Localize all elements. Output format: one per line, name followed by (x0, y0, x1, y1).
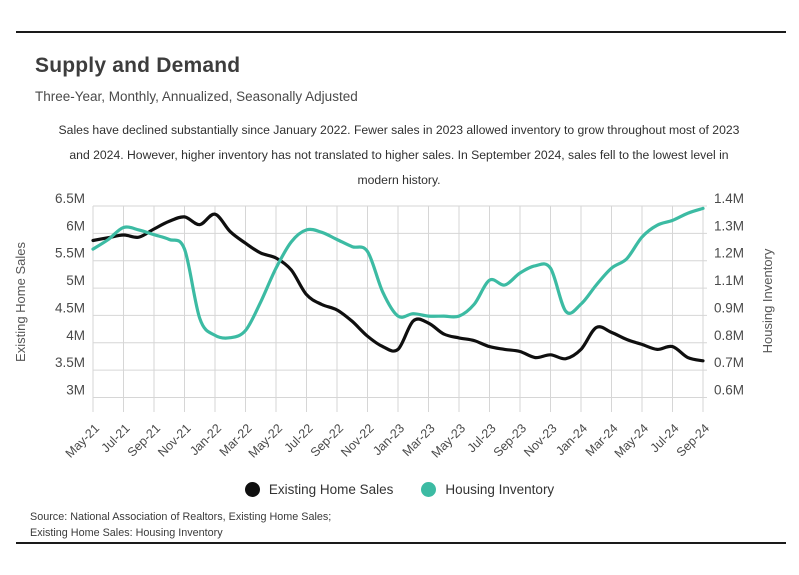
y-axis-tick-label-right: 0.7M (714, 355, 744, 370)
y-axis-tick-label-left: 4M (66, 328, 85, 343)
x-axis-tick-label: May-21 (63, 421, 102, 460)
page-subtitle: Three-Year, Monthly, Annualized, Seasona… (35, 89, 358, 104)
right-axis-title: Housing Inventory (760, 248, 775, 353)
legend-item-existing-home-sales: Existing Home Sales (244, 482, 394, 497)
y-axis-tick-label-right: 0.8M (714, 328, 744, 343)
x-axis-tick-label: Nov-23 (521, 421, 559, 459)
x-axis-tick-label: Sep-22 (308, 421, 346, 459)
x-axis-tick-label: May-22 (246, 421, 285, 460)
x-axis-tick-label: Jan-24 (553, 421, 590, 458)
y-axis-tick-label-right: 1.3M (714, 218, 744, 233)
y-axis-tick-label-left: 6.5M (55, 191, 85, 206)
y-axis-tick-label-right: 0.6M (714, 383, 744, 398)
x-axis-tick-label: May-24 (612, 421, 651, 460)
left-axis-title: Existing Home Sales (13, 242, 28, 362)
source-line-2: Existing Home Sales: Housing Inventory (30, 527, 223, 539)
x-axis-tick-label: Nov-22 (338, 421, 376, 459)
series-line-existing-home-sales (91, 212, 705, 363)
y-axis-tick-label-left: 3M (66, 383, 85, 398)
legend-swatch-existing-home-sales-icon (244, 482, 260, 497)
y-axis-tick-label-left: 6M (66, 218, 85, 233)
source-line-1: Source: National Association of Realtors… (30, 511, 332, 523)
legend-item-housing-inventory: Housing Inventory (421, 482, 554, 497)
x-axis-tick-label: Sep-24 (674, 421, 712, 459)
series-line-housing-inventory (91, 206, 705, 340)
x-axis-tick-label: Sep-21 (125, 421, 163, 459)
x-axis-tick-label: Sep-23 (491, 421, 529, 459)
y-axis-tick-label-left: 3.5M (55, 355, 85, 370)
y-axis-tick-label-left: 5M (66, 273, 85, 288)
legend-label-housing-inventory: Housing Inventory (445, 482, 555, 497)
chart-legend: Existing Home Sales Housing Inventory (0, 482, 799, 497)
x-axis-tick-label: Jan-22 (187, 421, 224, 458)
y-axis-tick-label-right: 1.1M (714, 273, 744, 288)
y-axis-tick-label-left: 4.5M (55, 300, 85, 315)
y-axis-tick-label-right: 1.4M (714, 191, 744, 206)
y-axis-tick-label-left: 5.5M (55, 246, 85, 261)
chart-description: Sales have declined substantially since … (58, 123, 740, 187)
x-axis-tick-label: May-23 (429, 421, 468, 460)
top-divider (16, 31, 786, 33)
x-axis-tick-label: Nov-21 (155, 421, 193, 459)
y-axis-tick-label-right: 0.9M (714, 300, 744, 315)
page-title: Supply and Demand (35, 54, 241, 77)
y-axis-tick-label-right: 1.2M (714, 246, 744, 261)
bottom-divider (16, 542, 786, 544)
legend-swatch-housing-inventory-icon (421, 482, 437, 497)
legend-label-existing-home-sales: Existing Home Sales (268, 482, 394, 497)
x-axis-tick-label: Jan-23 (370, 421, 407, 458)
